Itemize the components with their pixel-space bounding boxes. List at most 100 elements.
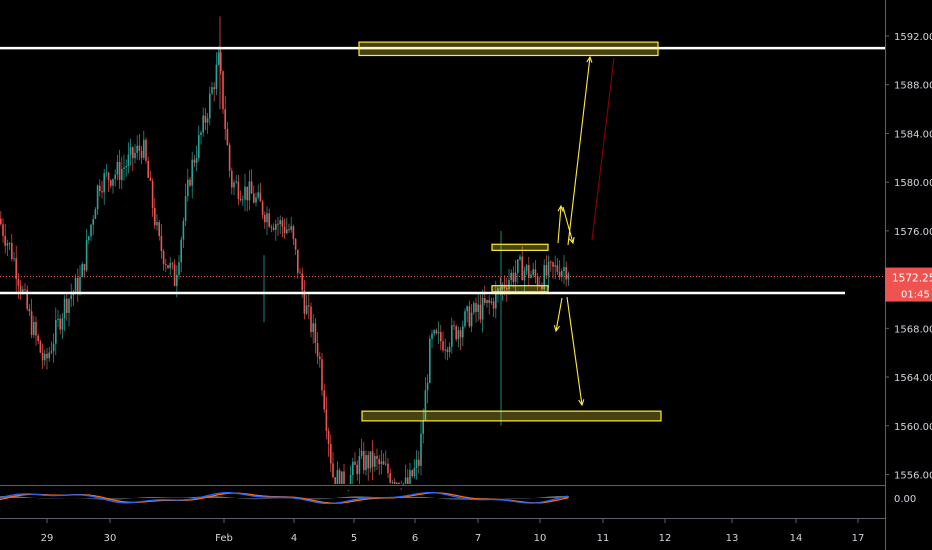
candle-body [349,475,352,484]
candle-body [354,461,356,465]
candle-body [499,288,501,290]
candle-body [37,335,39,342]
candle-body [321,359,323,391]
last-price-badge [885,267,932,302]
candle-body [50,351,53,353]
candle-body [325,409,328,431]
candle-body [94,209,97,220]
candle-body [123,167,125,169]
oscillator-axis-ticks: 0.00 [894,494,916,505]
candle-body [433,330,435,334]
time-tick-label: 29 [41,533,54,544]
candle-body [334,477,336,484]
candle-body [248,181,251,201]
candle-body [171,263,174,265]
time-tick-label: 7 [475,533,481,544]
candle-body [402,483,405,485]
candle-body [358,456,361,475]
candle-body [514,272,517,282]
projection-arrow-up [557,205,562,244]
candle-body [451,325,453,347]
candle-body [4,235,6,246]
candle-body [426,382,429,391]
candle-body [165,264,167,266]
candle-body [17,279,20,286]
candle-body [310,306,312,333]
macd-line [0,491,569,505]
candle-body [486,299,488,303]
price-tick-label: 1568.00 [894,324,932,335]
zone-rectangles [358,41,662,422]
candle-body [444,349,446,351]
candle-body [107,172,110,181]
candle-body [110,180,112,186]
price-tick-label: 1556.00 [894,470,932,481]
candle-body [35,322,37,336]
candle-body [525,265,528,271]
candle-body [231,170,233,188]
candle-body [552,262,554,267]
candle-body [226,129,229,145]
candle-body [134,152,136,159]
candle-body [261,201,264,215]
candle-body [374,455,376,467]
candle-body [138,145,141,151]
candle-body [437,332,440,334]
candle-body [22,289,24,293]
candle-body [369,451,372,469]
price-tick-label: 1580.00 [894,178,932,189]
candle-body [255,197,257,203]
candle-body [385,463,387,465]
candle-body [413,467,416,477]
candle-body [512,272,515,282]
candle-body [257,192,259,198]
candle-body [446,349,449,352]
candle-body [336,470,339,484]
candle-body [303,290,306,314]
candle-body [266,213,268,223]
candle-body [61,318,64,330]
candle-body [407,477,409,484]
candle-body [435,330,438,334]
candle-body [156,222,158,226]
candle-body [68,298,70,313]
candle-body [162,251,165,265]
price-tick-label: 1560.00 [894,422,932,433]
candle-body [521,256,523,281]
price-tick-label: 1588.00 [894,81,932,92]
candle-body [330,444,332,464]
candle-body [279,220,281,225]
candle-body [453,325,455,327]
price-tick-label: 1592.00 [894,32,932,43]
candle-body [420,433,422,466]
projection-arrow-up-head [586,55,593,63]
candle-body [96,185,99,210]
candle-body [145,139,147,161]
time-tick-label: 14 [790,533,803,544]
candle-body [81,263,83,277]
candle-body [565,267,567,280]
projection-arrow-up [567,56,591,246]
candle-body [59,318,61,330]
candle-body [550,261,552,263]
candle-body [206,118,209,123]
candle-body [378,459,380,465]
candle-body [356,464,358,475]
candle-body [462,326,464,338]
candle-body [26,289,28,309]
candle-body [297,249,299,273]
candle-body [292,226,295,239]
candle-body [90,224,92,237]
candle-body [118,161,121,180]
price-pane[interactable] [0,0,885,485]
candle-body [547,261,550,276]
projection-arrow-down-head [553,325,560,333]
candle-body [541,284,543,290]
candle-body [327,430,330,445]
projection-arrow-down [555,297,563,332]
candle-body [393,481,396,484]
candle-body [459,330,462,338]
time-tick-label: 10 [534,533,547,544]
